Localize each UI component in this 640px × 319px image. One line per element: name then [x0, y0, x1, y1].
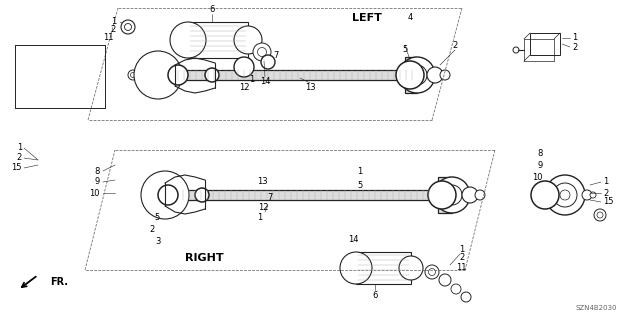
Text: 5: 5 — [154, 213, 159, 222]
Circle shape — [560, 190, 570, 200]
Circle shape — [205, 68, 219, 82]
Text: 1: 1 — [460, 246, 465, 255]
Circle shape — [128, 70, 138, 80]
Circle shape — [234, 26, 262, 54]
Text: 2: 2 — [572, 42, 577, 51]
Circle shape — [121, 20, 135, 34]
Circle shape — [253, 43, 271, 61]
Circle shape — [461, 292, 471, 302]
Circle shape — [137, 57, 173, 93]
Bar — [405, 57, 417, 93]
Circle shape — [531, 181, 559, 209]
Text: 12: 12 — [239, 84, 249, 93]
Circle shape — [590, 192, 596, 198]
Text: RIGHT: RIGHT — [185, 253, 223, 263]
Text: 10: 10 — [90, 189, 100, 197]
Text: 15: 15 — [12, 164, 22, 173]
Text: 8: 8 — [538, 149, 543, 158]
Circle shape — [170, 22, 206, 58]
Circle shape — [553, 183, 577, 207]
Text: 2: 2 — [111, 26, 116, 34]
Text: 2: 2 — [603, 189, 608, 197]
Circle shape — [141, 171, 189, 219]
Circle shape — [451, 284, 461, 294]
Text: 1: 1 — [17, 144, 22, 152]
Circle shape — [597, 212, 603, 218]
Circle shape — [434, 177, 470, 213]
Text: 2: 2 — [460, 254, 465, 263]
Text: 10: 10 — [532, 173, 543, 182]
Text: 1: 1 — [603, 177, 608, 187]
Circle shape — [429, 269, 435, 276]
Circle shape — [131, 72, 136, 78]
Circle shape — [340, 252, 372, 284]
Text: LEFT: LEFT — [352, 13, 382, 23]
Circle shape — [425, 265, 439, 279]
Circle shape — [594, 209, 606, 221]
Bar — [356, 252, 411, 284]
Circle shape — [439, 274, 451, 286]
Circle shape — [545, 175, 585, 215]
Circle shape — [234, 57, 254, 77]
Text: SZN4B2030: SZN4B2030 — [575, 305, 616, 311]
Text: 7: 7 — [273, 50, 278, 60]
Text: 15: 15 — [603, 197, 614, 206]
Text: 14: 14 — [260, 78, 270, 86]
Text: 5: 5 — [403, 46, 408, 55]
Circle shape — [513, 47, 519, 53]
Circle shape — [440, 70, 450, 80]
Text: 13: 13 — [305, 84, 316, 93]
Text: 13: 13 — [257, 177, 268, 187]
Text: 2: 2 — [149, 226, 155, 234]
Circle shape — [195, 188, 209, 202]
Circle shape — [134, 51, 182, 99]
Text: 11: 11 — [456, 263, 467, 271]
Text: 3: 3 — [155, 238, 161, 247]
Circle shape — [407, 65, 427, 85]
Text: 1: 1 — [357, 167, 363, 176]
Circle shape — [158, 185, 178, 205]
Text: 5: 5 — [357, 182, 363, 190]
Text: 9: 9 — [538, 160, 543, 169]
Circle shape — [399, 57, 435, 93]
Circle shape — [396, 61, 424, 89]
Text: 4: 4 — [408, 13, 413, 23]
Text: 6: 6 — [372, 291, 378, 300]
Circle shape — [257, 48, 266, 56]
Text: 7: 7 — [268, 192, 273, 202]
Text: 1: 1 — [572, 33, 577, 42]
Circle shape — [475, 190, 485, 200]
Circle shape — [442, 185, 462, 205]
Bar — [188, 22, 248, 58]
Text: 1: 1 — [257, 213, 262, 222]
Bar — [175, 70, 415, 80]
Text: FR.: FR. — [50, 277, 68, 287]
Circle shape — [145, 65, 165, 85]
Circle shape — [427, 67, 443, 83]
Circle shape — [582, 190, 592, 200]
Bar — [438, 177, 452, 213]
Circle shape — [399, 256, 423, 280]
Circle shape — [168, 65, 188, 85]
Circle shape — [428, 181, 456, 209]
Text: 6: 6 — [209, 5, 214, 14]
Circle shape — [125, 24, 131, 31]
Text: 9: 9 — [95, 177, 100, 187]
Text: 2: 2 — [452, 41, 458, 49]
Bar — [180, 190, 430, 200]
Text: 14: 14 — [348, 235, 358, 244]
Text: 2: 2 — [17, 153, 22, 162]
Text: 12: 12 — [258, 204, 268, 212]
Text: 1: 1 — [111, 18, 116, 26]
Text: 1: 1 — [250, 76, 255, 85]
Text: 8: 8 — [95, 167, 100, 175]
Bar — [530, 33, 560, 55]
Circle shape — [261, 55, 275, 69]
Circle shape — [462, 187, 478, 203]
Text: 11: 11 — [104, 33, 114, 42]
